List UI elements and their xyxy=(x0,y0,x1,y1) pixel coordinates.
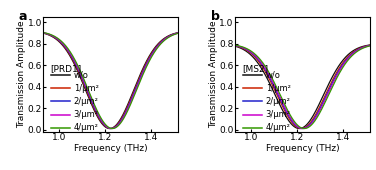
Text: 3/μm²: 3/μm² xyxy=(74,110,99,119)
X-axis label: Frequency (THz): Frequency (THz) xyxy=(266,143,340,152)
Text: b: b xyxy=(211,10,220,23)
Text: w/o: w/o xyxy=(265,70,280,79)
Text: a: a xyxy=(19,10,27,23)
Text: [PRD1]: [PRD1] xyxy=(51,64,82,73)
Text: 2/μm²: 2/μm² xyxy=(74,97,99,106)
X-axis label: Frequency (THz): Frequency (THz) xyxy=(74,143,148,152)
Text: [MS2]: [MS2] xyxy=(243,64,269,73)
Y-axis label: Transmission Amplitude: Transmission Amplitude xyxy=(209,21,218,128)
Text: 2/μm²: 2/μm² xyxy=(265,97,291,106)
Text: 4/μm²: 4/μm² xyxy=(74,123,99,132)
Text: w/o: w/o xyxy=(74,70,88,79)
Y-axis label: Transmission Amplitude: Transmission Amplitude xyxy=(17,21,26,128)
Text: 4/μm²: 4/μm² xyxy=(265,123,291,132)
Text: 1/μm²: 1/μm² xyxy=(74,84,99,93)
Text: 3/μm²: 3/μm² xyxy=(265,110,291,119)
Text: 1/μm²: 1/μm² xyxy=(265,84,291,93)
